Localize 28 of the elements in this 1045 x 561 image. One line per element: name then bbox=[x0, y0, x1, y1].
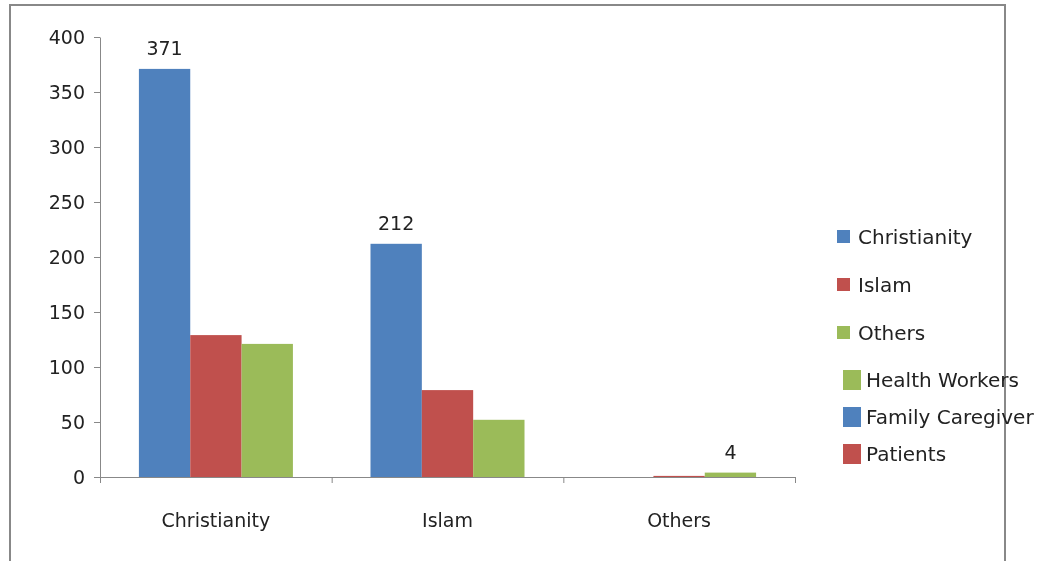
y-tick-label: 100 bbox=[48, 355, 85, 378]
y-tick-label: 200 bbox=[48, 245, 85, 268]
legend-label: Islam bbox=[858, 273, 912, 297]
bar bbox=[241, 343, 293, 477]
text: Family Caregiver bbox=[866, 405, 1035, 429]
y-tick-label: 300 bbox=[48, 135, 85, 158]
y-tick-label: 350 bbox=[48, 80, 85, 103]
bar bbox=[190, 335, 242, 477]
bar bbox=[473, 419, 525, 477]
legend-label: Others bbox=[858, 321, 926, 345]
x-tick-label: Christianity bbox=[161, 509, 271, 531]
y-tick-label: 400 bbox=[48, 25, 85, 48]
bar bbox=[138, 68, 191, 477]
y-tick-label: 150 bbox=[48, 300, 85, 323]
bar bbox=[421, 390, 474, 477]
data-label: 212 bbox=[378, 211, 415, 234]
legend-label: Christianity bbox=[858, 225, 973, 249]
bar bbox=[704, 472, 757, 477]
y-tick-label: 50 bbox=[60, 410, 85, 433]
text: Patients bbox=[866, 442, 947, 466]
bar bbox=[370, 243, 422, 477]
x-tick-label: Islam bbox=[422, 509, 473, 531]
text: Health Workers bbox=[866, 368, 1019, 392]
data-label: 371 bbox=[146, 36, 183, 59]
y-tick-label: 250 bbox=[48, 190, 85, 213]
x-tick-label: Others bbox=[647, 509, 712, 531]
y-tick-label: 0 bbox=[72, 465, 85, 488]
data-label: 4 bbox=[724, 440, 737, 463]
